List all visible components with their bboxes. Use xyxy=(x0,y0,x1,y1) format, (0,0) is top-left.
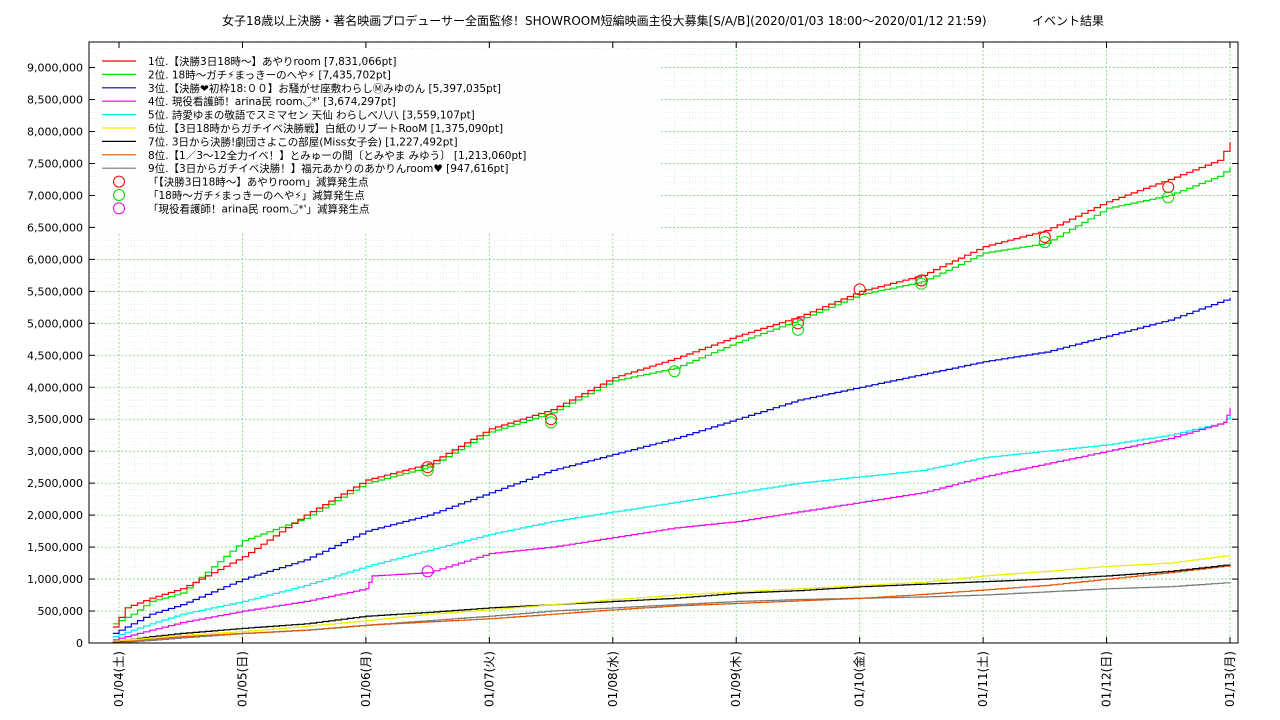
reduction-marker-1 xyxy=(791,317,804,330)
x-tick-label: 01/12(日) xyxy=(1100,651,1114,707)
y-tick-label: 7,000,000 xyxy=(27,189,83,202)
series-line-7 xyxy=(112,564,1231,643)
x-tick-label: 01/04(土) xyxy=(112,651,126,707)
reduction-markers xyxy=(421,181,1175,578)
series-line-6 xyxy=(112,555,1231,642)
y-tick-label: 3,000,000 xyxy=(27,445,83,458)
legend-label-8: 8位.【1／3～12全力イベ！】とみゅーの間〔とみやま みゆう〕 [1,213,… xyxy=(148,149,526,162)
y-tick-label: 0 xyxy=(76,637,83,650)
reduction-marker-2 xyxy=(791,323,804,336)
reduction-marker-1 xyxy=(915,274,928,287)
legend-label-6: 6位.【3日18時からガチイベ決勝戦】白紙のリブートRooM [1,375,09… xyxy=(148,122,503,135)
legend-label-3: 3位.【決勝❤初枠18:００】お騒がせ座敷わらしⓂみゆのん [5,397,035… xyxy=(148,82,501,95)
y-tick-label: 5,500,000 xyxy=(27,285,83,298)
legend-marker-1 xyxy=(113,175,125,188)
series-line-5 xyxy=(112,415,1231,638)
reduction-marker-3 xyxy=(421,565,434,578)
legend-marker-2 xyxy=(113,189,125,201)
y-tick-label: 3,500,000 xyxy=(27,413,83,426)
x-tick-label: 01/05(日) xyxy=(235,651,249,707)
reduction-marker-1 xyxy=(1162,181,1175,194)
y-tick-label: 6,500,000 xyxy=(27,221,83,234)
legend-label-2: 2位. 18時～ガチ⚡まっきーのへや⚡ [7,435,702pt] xyxy=(148,68,391,81)
x-tick-label: 01/09(木) xyxy=(729,651,743,707)
y-tick-label: 9,000,000 xyxy=(27,62,83,75)
legend-label-9: 9位.【3日からガチイベ決勝！】福元あかりのあかりんroom♥ [947,616… xyxy=(148,162,509,175)
legend-marker-label-2: 「18時～ガチ⚡まっきーのへや⚡」減算発生点 xyxy=(148,189,365,202)
y-tick-label: 5,000,000 xyxy=(27,317,83,330)
reduction-marker-2 xyxy=(1162,191,1175,204)
chart-title-main: 女子18歳以上決勝・著名映画プロデューサー全面監修！SHOWROOM短編映画主役… xyxy=(222,14,987,28)
reduction-marker-2 xyxy=(668,365,681,378)
chart-title-suffix: イベント結果 xyxy=(1032,14,1105,28)
series-line-2 xyxy=(112,167,1231,625)
reduction-marker-2 xyxy=(1038,236,1051,249)
plot-frame xyxy=(88,41,1239,644)
y-axis: 0 500,000 1,000,000 1,500,000 2,000,000 2,500… xyxy=(27,62,1238,650)
y-tick-label: 1,500,000 xyxy=(27,541,83,554)
legend-label-1: 1位.【決勝3日18時～】あやりroom [7,831,066pt] xyxy=(148,55,396,68)
legend-label-5: 5位. 詩愛ゆまの敬語でスミマセン 天仙 わらしべ八八 [3,559,107pt… xyxy=(148,109,475,122)
reduction-marker-1 xyxy=(1038,231,1051,244)
x-tick-label: 01/06(月) xyxy=(359,651,373,707)
x-tick-label: 01/08(水) xyxy=(606,651,620,707)
legend-background xyxy=(96,50,660,232)
y-tick-label: 7,500,000 xyxy=(27,157,83,170)
y-tick-label: 1,000,000 xyxy=(27,573,83,586)
y-tick-label: 4,500,000 xyxy=(27,349,83,362)
reduction-marker-1 xyxy=(545,413,558,426)
legend-marker-label-1: 「【決勝3日18時～】あやりroom」減算発生点 xyxy=(148,176,368,189)
legend-label-4: 4位. 現役看護師！arina民 room◡̈*' [3,674,297pt] xyxy=(148,95,396,108)
legend-label-7: 7位. 3日から決勝!劇団さよこの部屋(Miss女子会) [1,227,492p… xyxy=(148,135,458,148)
series-line-8 xyxy=(112,565,1231,643)
y-tick-label: 4,000,000 xyxy=(27,381,83,394)
series-lines xyxy=(112,142,1231,644)
series-line-4 xyxy=(112,408,1231,641)
y-tick-label: 6,000,000 xyxy=(27,253,83,266)
reduction-marker-1 xyxy=(853,283,866,296)
series-line-3 xyxy=(112,297,1231,634)
x-tick-label: 01/10(金) xyxy=(852,651,867,707)
y-tick-label: 8,500,000 xyxy=(27,94,83,107)
x-tick-label: 01/11(土) xyxy=(976,651,990,707)
y-tick-label: 2,000,000 xyxy=(27,509,83,522)
x-tick-label: 01/13(月) xyxy=(1223,651,1237,707)
y-tick-label: 8,000,000 xyxy=(27,126,83,139)
y-tick-label: 2,500,000 xyxy=(27,477,83,490)
reduction-marker-2 xyxy=(421,464,434,477)
reduction-marker-2 xyxy=(545,416,558,429)
x-tick-label: 01/07(火) xyxy=(482,651,496,707)
reduction-marker-2 xyxy=(915,277,928,290)
chart-title: 女子18歳以上決勝・著名映画プロデューサー全面監修！SHOWROOM短編映画主役… xyxy=(0,12,1280,32)
legend: 1位.【決勝3日18時～】あやりroom [7,831,066pt]2位. 18… xyxy=(96,50,660,232)
legend-marker-label-3: 「現役看護師！arina民 room◡̈*'」減算発生点 xyxy=(148,202,370,215)
y-tick-label: 500,000 xyxy=(38,605,84,618)
legend-marker-3 xyxy=(113,202,125,215)
x-axis: 01/04(土) 01/05(日) 01/06(月) 01/07(火) 01/08(水)… xyxy=(112,42,1237,707)
reduction-marker-1 xyxy=(421,461,434,474)
